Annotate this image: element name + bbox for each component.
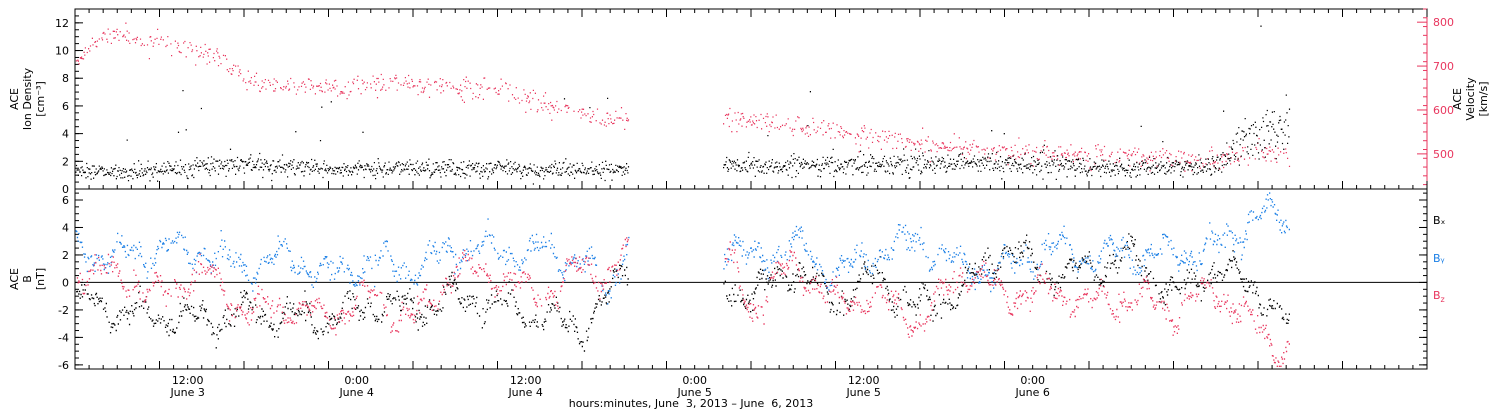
density-tick-label: 10: [55, 45, 69, 58]
b-axis-label: ACEB[nT]: [8, 268, 47, 290]
density-tick-label: 8: [62, 72, 69, 85]
density-tick-label: 4: [62, 128, 69, 141]
velocity-axis-label-line: [km/s]: [1477, 81, 1490, 116]
b-tick-label: -2: [58, 304, 69, 317]
b-axis-label-line: [nT]: [34, 268, 47, 290]
b-axis-label-line: ACE: [8, 268, 21, 290]
density-axis-label-line: [cm⁻³]: [34, 81, 47, 117]
density-tick-label: 12: [55, 17, 69, 30]
velocity-tick-label: 600: [1433, 104, 1454, 117]
x-tick-time: 12:00: [510, 374, 542, 387]
x-tick-time: 0:00: [1020, 374, 1045, 387]
b-tick-label: 6: [62, 194, 69, 207]
b-series-points-by: [75, 192, 1290, 305]
x-tick-date: June 3: [169, 386, 204, 399]
density-tick-label: 0: [62, 183, 69, 196]
b-tick-label: 0: [62, 276, 69, 289]
x-tick-time: 0:00: [344, 374, 369, 387]
velocity-axis-label-line: ACE: [1451, 88, 1464, 110]
x-tick-date: June 4: [338, 386, 373, 399]
x-tick-date: June 5: [845, 386, 880, 399]
density-axis-label: ACEIon Density[cm⁻³]: [8, 67, 47, 130]
velocity-axis-label-line: Velocity: [1464, 77, 1477, 121]
x-tick-date: June 5: [676, 386, 711, 399]
legend-bx: Bₓ: [1433, 214, 1446, 227]
density-tick-label: 6: [62, 100, 69, 113]
velocity-points: [75, 22, 1291, 172]
velocity-tick-label: 700: [1433, 60, 1454, 73]
b-series-points-bz: [76, 237, 1290, 367]
b-tick-label: 4: [62, 221, 69, 234]
legend-bz: Bz: [1433, 289, 1445, 304]
density-tick-label: 2: [62, 155, 69, 168]
velocity-axis-label: ACEVelocity[km/s]: [1451, 77, 1490, 121]
velocity-tick-label: 500: [1433, 148, 1454, 161]
legend-main: B: [1433, 289, 1441, 302]
x-tick-date: June 6: [1014, 386, 1049, 399]
density-points: [75, 25, 1291, 185]
density-axis-label-line: Ion Density: [21, 67, 34, 130]
b-series-points-bx: [76, 233, 1290, 352]
legend-sub: z: [1441, 295, 1445, 304]
velocity-tick-label: 800: [1433, 16, 1454, 29]
b-tick-label: 2: [62, 249, 69, 262]
x-tick-date: June 4: [507, 386, 542, 399]
x-tick-time: 12:00: [848, 374, 880, 387]
x-axis-title: hours:minutes, June 3, 2013 – June 6, 20…: [569, 397, 814, 410]
x-tick-time: 0:00: [682, 374, 707, 387]
legend-by: Bᵧ: [1433, 252, 1445, 265]
b-tick-label: -4: [58, 331, 69, 344]
b-tick-label: -6: [58, 359, 69, 372]
b-axis-label-line: B: [21, 275, 34, 283]
x-tick-time: 12:00: [172, 374, 204, 387]
density-axis-label-line: ACE: [8, 88, 21, 110]
bottom-panel-frame: [74, 188, 1428, 370]
